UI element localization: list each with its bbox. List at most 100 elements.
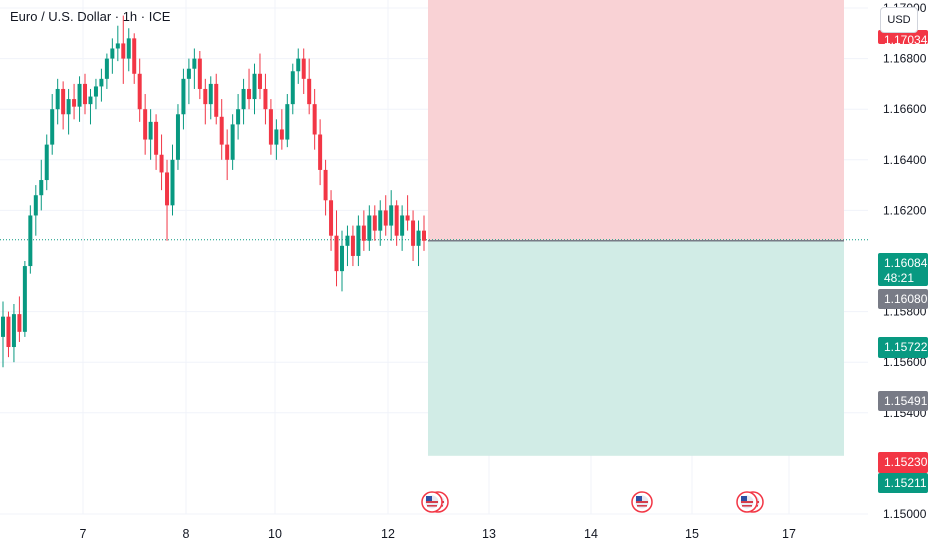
candle-body[interactable] — [241, 88, 246, 110]
candle-body[interactable] — [389, 205, 394, 226]
candle-body[interactable] — [301, 58, 306, 79]
candle-body[interactable] — [339, 245, 344, 272]
candle-body[interactable] — [11, 314, 16, 348]
candle-body[interactable] — [230, 124, 235, 160]
candle-body[interactable] — [345, 235, 350, 246]
position-zones[interactable] — [428, 0, 844, 456]
candle-body[interactable] — [225, 144, 230, 160]
candle-body[interactable] — [28, 215, 33, 267]
flag-canton — [741, 496, 747, 501]
candle-body[interactable] — [137, 73, 142, 110]
candle-body[interactable] — [318, 134, 323, 170]
candle-body[interactable] — [17, 314, 22, 332]
event-icons[interactable] — [421, 491, 764, 513]
candle-body[interactable] — [361, 225, 366, 241]
candle-body[interactable] — [148, 121, 153, 140]
price-axis-label: 1.16200 — [883, 203, 927, 217]
candle-body[interactable] — [416, 230, 421, 246]
candlestick-series[interactable] — [1, 15, 426, 368]
candle-body[interactable] — [279, 129, 284, 140]
candle-body[interactable] — [61, 88, 66, 115]
candle-body[interactable] — [367, 215, 372, 241]
flag-canton — [426, 496, 432, 501]
candle-body[interactable] — [55, 88, 60, 110]
candle-body[interactable] — [33, 195, 38, 216]
risk-zone[interactable] — [428, 0, 844, 241]
target-mid-tag-bg — [878, 337, 928, 358]
candle-body[interactable] — [126, 38, 131, 59]
candle-body[interactable] — [154, 121, 159, 155]
gray-low-tag-bg — [878, 391, 928, 411]
candle-body[interactable] — [372, 215, 377, 231]
candle-body[interactable] — [39, 180, 44, 196]
candle-body[interactable] — [268, 109, 273, 145]
candle-body[interactable] — [208, 83, 213, 105]
us-flag-event-icon[interactable] — [736, 491, 764, 513]
candle-body[interactable] — [50, 109, 55, 145]
candle-body[interactable] — [197, 58, 202, 89]
candle-body[interactable] — [115, 43, 120, 49]
candle-body[interactable] — [329, 200, 334, 236]
candle-body[interactable] — [257, 73, 262, 89]
candle-body[interactable] — [394, 205, 399, 236]
candle-body[interactable] — [165, 172, 170, 206]
candle-body[interactable] — [83, 83, 88, 105]
candle-body[interactable] — [104, 58, 109, 79]
candle-body[interactable] — [93, 86, 98, 97]
last-price-tag-bg — [878, 253, 928, 286]
candle-body[interactable] — [378, 210, 383, 231]
reward-zone[interactable] — [428, 240, 844, 456]
candle-body[interactable] — [143, 109, 148, 140]
candle-body[interactable] — [323, 169, 328, 201]
candle-body[interactable] — [252, 73, 257, 100]
candle-body[interactable] — [110, 48, 115, 59]
candle-body[interactable] — [1, 316, 5, 337]
candle-body[interactable] — [214, 83, 219, 117]
candle-body[interactable] — [411, 220, 416, 246]
candle-body[interactable] — [44, 144, 49, 181]
candle-body[interactable] — [263, 88, 268, 110]
us-flag-event-icon[interactable] — [421, 491, 449, 513]
candle-body[interactable] — [132, 38, 137, 74]
candle-body[interactable] — [181, 78, 186, 115]
candle-body[interactable] — [247, 88, 252, 100]
candle-body[interactable] — [22, 266, 27, 332]
candle-body[interactable] — [334, 235, 339, 272]
candle-body[interactable] — [192, 58, 197, 69]
time-axis[interactable]: 7 8 10 12 13 14 15 17 — [80, 527, 796, 541]
candle-body[interactable] — [405, 215, 410, 221]
candle-body[interactable] — [99, 78, 104, 87]
candle-body[interactable] — [66, 99, 71, 115]
candle-body[interactable] — [236, 109, 241, 125]
candle-body[interactable] — [175, 114, 180, 160]
candle-body[interactable] — [383, 210, 388, 226]
candle-body[interactable] — [356, 225, 361, 256]
candle-body[interactable] — [400, 215, 405, 236]
candle-body[interactable] — [6, 316, 11, 348]
price-lines — [0, 239, 868, 242]
candle-body[interactable] — [312, 104, 317, 135]
candle-body[interactable] — [290, 71, 295, 105]
candle-body[interactable] — [307, 78, 312, 105]
candle-body[interactable] — [88, 96, 93, 105]
candle-body[interactable] — [219, 116, 224, 145]
currency-button[interactable]: USD — [880, 7, 918, 33]
gray-low-tag: 1.15491 — [878, 391, 928, 411]
candle-body[interactable] — [77, 83, 82, 107]
candle-body[interactable] — [274, 129, 279, 145]
candle-body[interactable] — [186, 68, 191, 79]
candle-body[interactable] — [159, 154, 164, 173]
candle-body[interactable] — [72, 99, 77, 107]
time-axis-label: 12 — [381, 527, 395, 541]
flag-stripe — [637, 505, 647, 507]
stop-red-tag-bg — [878, 452, 928, 473]
candle-body[interactable] — [296, 58, 301, 72]
candle-body[interactable] — [121, 43, 126, 59]
candle-body[interactable] — [170, 159, 175, 206]
candle-body[interactable] — [203, 88, 208, 105]
candle-body[interactable] — [285, 104, 290, 140]
us-flag-event-icon[interactable] — [631, 491, 653, 513]
candle-body[interactable] — [422, 230, 426, 241]
candle-body[interactable] — [350, 235, 355, 256]
